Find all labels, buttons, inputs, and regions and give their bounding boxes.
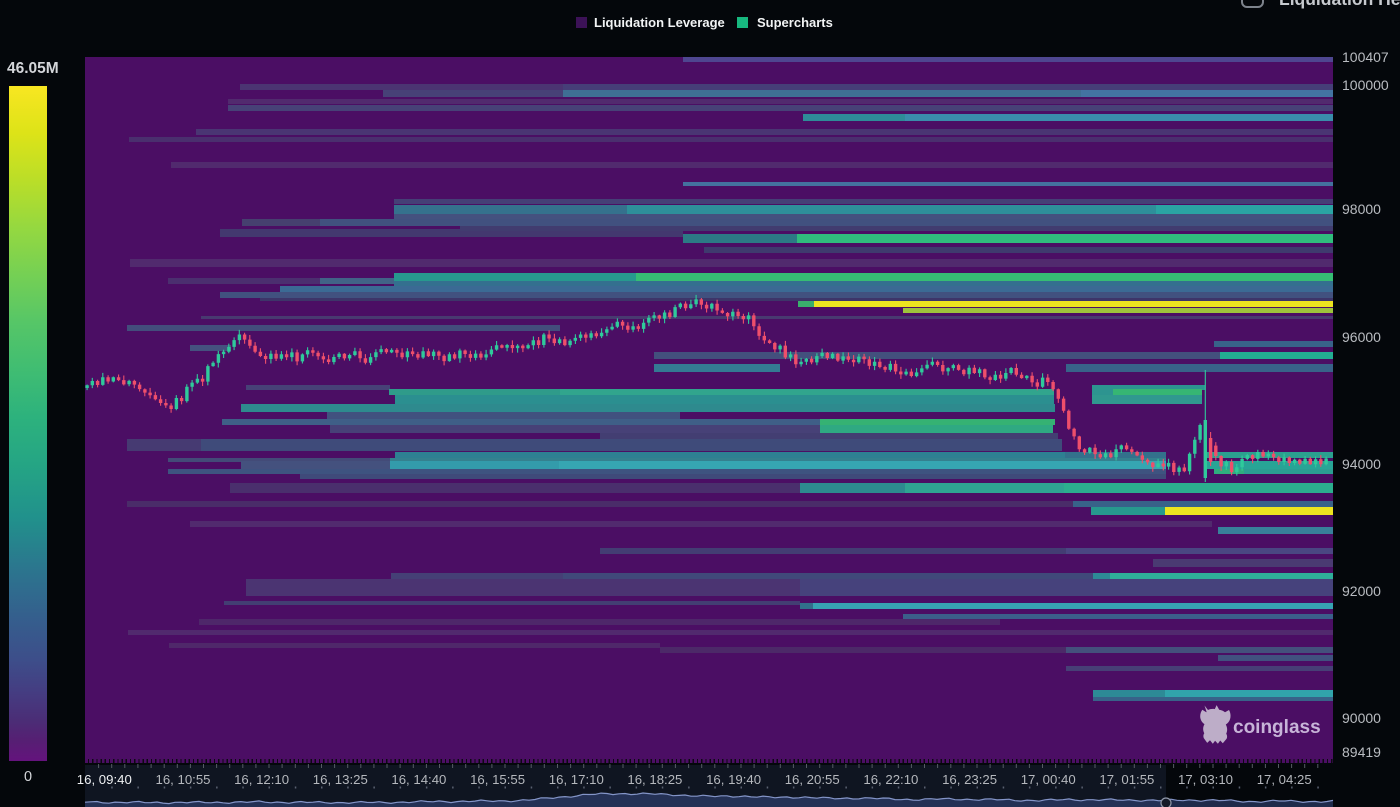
svg-text:coinglass: coinglass <box>1233 717 1321 738</box>
